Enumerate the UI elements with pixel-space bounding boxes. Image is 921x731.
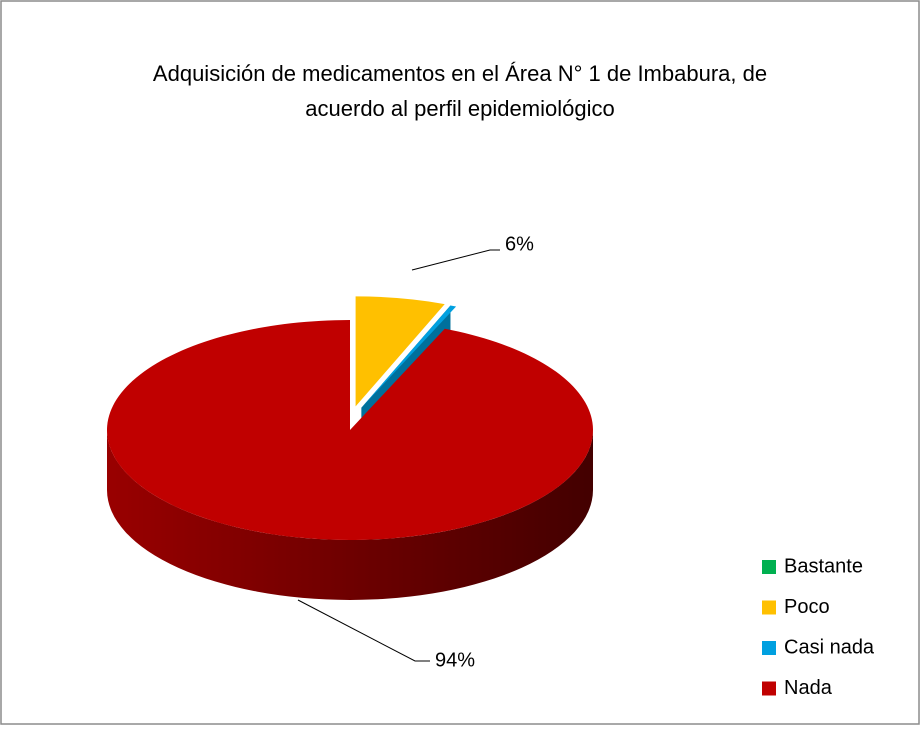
legend-swatch bbox=[762, 641, 776, 655]
data-label: 94% bbox=[435, 649, 475, 671]
slice-top bbox=[355, 296, 445, 407]
slice-top bbox=[361, 305, 457, 408]
leader-line bbox=[297, 599, 430, 662]
legend-swatch bbox=[762, 681, 776, 696]
legend-label: Casi nada bbox=[784, 636, 875, 658]
chart-title: Adquisición de medicamentos en el Área N… bbox=[153, 61, 767, 121]
slice bbox=[355, 296, 445, 407]
legend-swatch bbox=[762, 600, 776, 615]
legend-label: Nada bbox=[784, 677, 833, 699]
data-label: 6% bbox=[505, 233, 534, 255]
leader-line bbox=[411, 249, 500, 271]
legend-label: Bastante bbox=[784, 555, 863, 577]
slice bbox=[106, 319, 593, 600]
slice-top bbox=[106, 319, 593, 540]
legend-label: Poco bbox=[784, 596, 830, 618]
legend-swatch bbox=[762, 560, 776, 574]
slice-side bbox=[107, 430, 593, 600]
